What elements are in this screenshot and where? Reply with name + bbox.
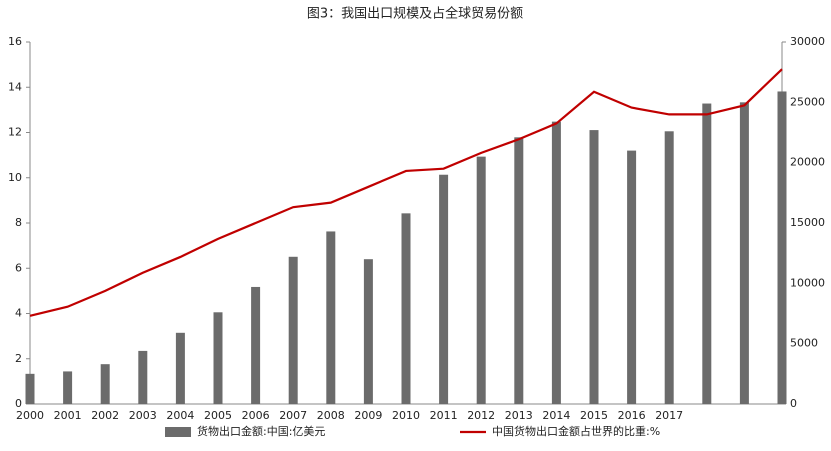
x-tick-label: 2014 bbox=[542, 409, 570, 422]
legend-swatch bbox=[165, 427, 191, 437]
bar bbox=[551, 121, 561, 404]
bar bbox=[664, 131, 674, 404]
bar bbox=[288, 256, 298, 404]
bar bbox=[326, 231, 336, 404]
bar bbox=[138, 350, 148, 404]
x-tick-label: 2017 bbox=[655, 409, 683, 422]
bar bbox=[213, 312, 223, 404]
y-tick-label: 0 bbox=[15, 397, 22, 410]
bar bbox=[627, 150, 637, 404]
bar bbox=[439, 174, 449, 404]
y2-tick-label: 25000 bbox=[790, 95, 825, 108]
y-tick-label: 10 bbox=[8, 171, 22, 184]
y2-tick-label: 30000 bbox=[790, 35, 825, 48]
x-tick-label: 2011 bbox=[430, 409, 458, 422]
bar bbox=[401, 213, 411, 404]
x-tick-label: 2008 bbox=[317, 409, 345, 422]
y-tick-label: 14 bbox=[8, 80, 22, 93]
x-tick-label: 2005 bbox=[204, 409, 232, 422]
y2-tick-label: 5000 bbox=[790, 337, 818, 350]
x-tick-label: 2000 bbox=[16, 409, 44, 422]
x-tick-label: 2010 bbox=[392, 409, 420, 422]
x-tick-label: 2002 bbox=[91, 409, 119, 422]
x-tick-label: 2006 bbox=[242, 409, 270, 422]
x-tick-label: 2001 bbox=[54, 409, 82, 422]
legend-label: 货物出口金额:中国:亿美元 bbox=[197, 424, 325, 438]
bar bbox=[777, 91, 787, 405]
line bbox=[29, 68, 783, 317]
y-tick-label: 4 bbox=[15, 307, 22, 320]
bar bbox=[100, 364, 110, 404]
x-tick-label: 2003 bbox=[129, 409, 157, 422]
y2-tick-label: 20000 bbox=[790, 156, 825, 169]
y-tick-label: 6 bbox=[15, 261, 22, 274]
x-tick-label: 2009 bbox=[354, 409, 382, 422]
y2-tick-label: 10000 bbox=[790, 276, 825, 289]
bar bbox=[476, 156, 486, 404]
x-tick-label: 2004 bbox=[166, 409, 194, 422]
bar bbox=[25, 373, 35, 404]
bar bbox=[63, 371, 73, 404]
bar bbox=[739, 102, 749, 404]
bar bbox=[514, 137, 524, 404]
bar bbox=[251, 286, 261, 404]
x-tick-label: 2012 bbox=[467, 409, 495, 422]
x-tick-label: 2013 bbox=[505, 409, 533, 422]
y-tick-label: 8 bbox=[15, 216, 22, 229]
y2-tick-label: 0 bbox=[790, 397, 797, 410]
bar bbox=[363, 259, 373, 404]
x-tick-label: 2015 bbox=[580, 409, 608, 422]
chart-title: 图3：我国出口规模及占全球贸易份额 bbox=[307, 6, 523, 22]
legend-label: 中国货物出口金额占世界的比重:% bbox=[492, 424, 660, 438]
x-tick-label: 2007 bbox=[279, 409, 307, 422]
bar bbox=[175, 332, 185, 404]
y-tick-label: 16 bbox=[8, 35, 22, 48]
bar bbox=[702, 103, 712, 404]
x-tick-label: 2016 bbox=[618, 409, 646, 422]
y2-tick-label: 15000 bbox=[790, 216, 825, 229]
y-tick-label: 2 bbox=[15, 352, 22, 365]
bar bbox=[589, 130, 599, 404]
y-tick-label: 12 bbox=[8, 126, 22, 139]
